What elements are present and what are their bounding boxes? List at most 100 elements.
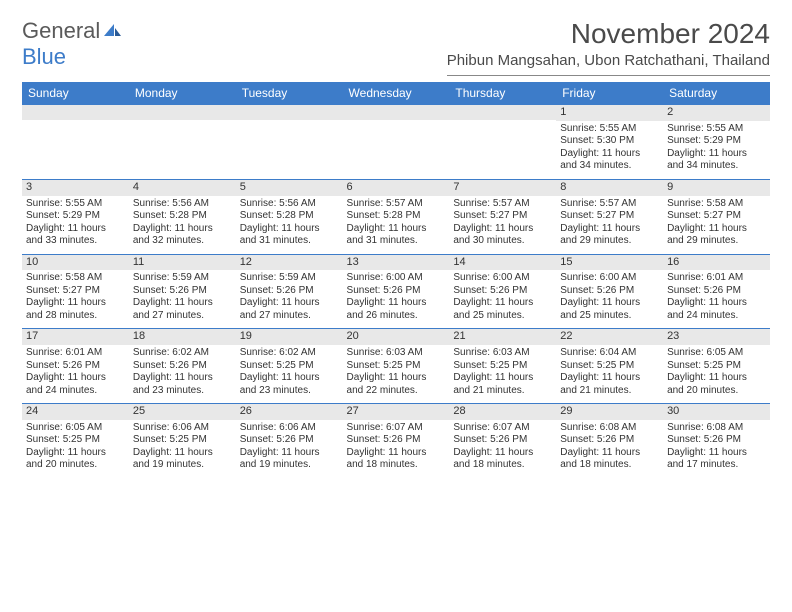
day-cell: 28 Sunrise: 6:07 AMSunset: 5:26 PMDayligh… <box>449 404 556 478</box>
weekday-header: Thursday <box>449 82 556 105</box>
daylight-line: Daylight: 11 hours and 34 minutes. <box>667 148 766 173</box>
empty-cell <box>22 105 129 180</box>
sunset-line: Sunset: 5:26 PM <box>667 434 766 447</box>
day-cell: 7Sunrise: 5:57 AMSunset: 5:27 PMDaylight… <box>449 179 556 254</box>
daylight-line: Daylight: 11 hours and 25 minutes. <box>453 297 552 322</box>
sunset-line: Sunset: 5:26 PM <box>347 434 446 447</box>
daylight-line: Daylight: 11 hours and 23 minutes. <box>133 372 232 397</box>
month-title: November 2024 <box>447 18 770 50</box>
sunrise-line: Sunrise: 6:04 AM <box>560 347 659 360</box>
sunrise-line: Sunrise: 5:55 AM <box>560 123 659 136</box>
day-cell: 1Sunrise: 5:55 AMSunset: 5:30 PMDaylight… <box>556 105 663 180</box>
day-number: 3 <box>22 180 129 196</box>
day-cell: 23Sunrise: 6:05 AMSunset: 5:25 PMDayligh… <box>663 329 770 404</box>
day-number: 16 <box>663 255 770 271</box>
daylight-line: Daylight: 11 hours and 20 minutes. <box>667 372 766 397</box>
day-number: 28 <box>449 404 556 420</box>
sunset-line: Sunset: 5:29 PM <box>667 135 766 148</box>
daylight-line: Daylight: 11 hours and 17 minutes. <box>667 447 766 472</box>
calendar-page: General Blue November 2024 Phibun Mangsa… <box>0 0 792 496</box>
daylight-line: Daylight: 11 hours and 18 minutes. <box>347 447 446 472</box>
calendar-row: 1Sunrise: 5:55 AMSunset: 5:30 PMDaylight… <box>22 105 770 180</box>
empty-daynum <box>343 105 450 121</box>
day-cell: 30Sunrise: 6:08 AMSunset: 5:26 PMDayligh… <box>663 404 770 478</box>
day-cell: 20Sunrise: 6:03 AMSunset: 5:25 PMDayligh… <box>343 329 450 404</box>
sunrise-line: Sunrise: 6:06 AM <box>240 422 339 435</box>
sunrise-line: Sunrise: 6:07 AM <box>453 422 552 435</box>
daylight-line: Daylight: 11 hours and 24 minutes. <box>667 297 766 322</box>
logo-sail-icon <box>102 22 122 43</box>
sunset-line: Sunset: 5:27 PM <box>26 285 125 298</box>
day-number: 18 <box>129 329 236 345</box>
sunrise-line: Sunrise: 5:56 AM <box>240 198 339 211</box>
day-number: 22 <box>556 329 663 345</box>
day-number: 2 <box>663 105 770 121</box>
daylight-line: Daylight: 11 hours and 19 minutes. <box>240 447 339 472</box>
day-number: 8 <box>556 180 663 196</box>
day-cell: 3Sunrise: 5:55 AMSunset: 5:29 PMDaylight… <box>22 179 129 254</box>
day-cell: 8Sunrise: 5:57 AMSunset: 5:27 PMDaylight… <box>556 179 663 254</box>
day-number: 13 <box>343 255 450 271</box>
sunrise-line: Sunrise: 6:07 AM <box>347 422 446 435</box>
sunset-line: Sunset: 5:25 PM <box>240 360 339 373</box>
title-rule <box>447 75 770 76</box>
logo-general: General <box>22 18 100 43</box>
day-cell: 19Sunrise: 6:02 AMSunset: 5:25 PMDayligh… <box>236 329 343 404</box>
sunrise-line: Sunrise: 6:01 AM <box>26 347 125 360</box>
weekday-header: Tuesday <box>236 82 343 105</box>
empty-cell <box>236 105 343 180</box>
day-number: 21 <box>449 329 556 345</box>
day-cell: 25Sunrise: 6:06 AMSunset: 5:25 PMDayligh… <box>129 404 236 478</box>
sunrise-line: Sunrise: 6:08 AM <box>560 422 659 435</box>
day-cell: 18Sunrise: 6:02 AMSunset: 5:26 PMDayligh… <box>129 329 236 404</box>
day-cell: 17Sunrise: 6:01 AMSunset: 5:26 PMDayligh… <box>22 329 129 404</box>
logo-blue: Blue <box>22 44 66 69</box>
sunrise-line: Sunrise: 6:00 AM <box>453 272 552 285</box>
daylight-line: Daylight: 11 hours and 27 minutes. <box>240 297 339 322</box>
sunset-line: Sunset: 5:28 PM <box>347 210 446 223</box>
day-number: 15 <box>556 255 663 271</box>
sunrise-line: Sunrise: 6:03 AM <box>347 347 446 360</box>
sunset-line: Sunset: 5:27 PM <box>667 210 766 223</box>
weekday-header: Saturday <box>663 82 770 105</box>
sunset-line: Sunset: 5:25 PM <box>26 434 125 447</box>
daylight-line: Daylight: 11 hours and 20 minutes. <box>26 447 125 472</box>
day-number: 6 <box>343 180 450 196</box>
sunrise-line: Sunrise: 5:58 AM <box>667 198 766 211</box>
daylight-line: Daylight: 11 hours and 19 minutes. <box>133 447 232 472</box>
daylight-line: Daylight: 11 hours and 18 minutes. <box>560 447 659 472</box>
day-cell: 21Sunrise: 6:03 AMSunset: 5:25 PMDayligh… <box>449 329 556 404</box>
empty-daynum <box>236 105 343 121</box>
day-number: 20 <box>343 329 450 345</box>
day-cell: 15Sunrise: 6:00 AMSunset: 5:26 PMDayligh… <box>556 254 663 329</box>
calendar-row: 10Sunrise: 5:58 AMSunset: 5:27 PMDayligh… <box>22 254 770 329</box>
daylight-line: Daylight: 11 hours and 18 minutes. <box>453 447 552 472</box>
sunset-line: Sunset: 5:26 PM <box>453 434 552 447</box>
sunrise-line: Sunrise: 6:05 AM <box>667 347 766 360</box>
daylight-line: Daylight: 11 hours and 24 minutes. <box>26 372 125 397</box>
sunset-line: Sunset: 5:25 PM <box>133 434 232 447</box>
empty-cell <box>129 105 236 180</box>
logo-text: General Blue <box>22 18 122 70</box>
daylight-line: Daylight: 11 hours and 31 minutes. <box>347 223 446 248</box>
sunrise-line: Sunrise: 6:00 AM <box>560 272 659 285</box>
weekday-header: Sunday <box>22 82 129 105</box>
day-number: 26 <box>236 404 343 420</box>
calendar-row: 24Sunrise: 6:05 AMSunset: 5:25 PMDayligh… <box>22 404 770 478</box>
day-number: 12 <box>236 255 343 271</box>
sunset-line: Sunset: 5:25 PM <box>347 360 446 373</box>
sunrise-line: Sunrise: 6:02 AM <box>240 347 339 360</box>
sunrise-line: Sunrise: 5:57 AM <box>453 198 552 211</box>
sunset-line: Sunset: 5:30 PM <box>560 135 659 148</box>
day-cell: 24Sunrise: 6:05 AMSunset: 5:25 PMDayligh… <box>22 404 129 478</box>
daylight-line: Daylight: 11 hours and 29 minutes. <box>560 223 659 248</box>
day-number: 5 <box>236 180 343 196</box>
sunrise-line: Sunrise: 6:01 AM <box>667 272 766 285</box>
sunset-line: Sunset: 5:27 PM <box>560 210 659 223</box>
day-number: 14 <box>449 255 556 271</box>
weekday-header: Monday <box>129 82 236 105</box>
day-number: 27 <box>343 404 450 420</box>
day-number: 24 <box>22 404 129 420</box>
sunrise-line: Sunrise: 5:56 AM <box>133 198 232 211</box>
day-cell: 27 Sunrise: 6:07 AMSunset: 5:26 PMDayligh… <box>343 404 450 478</box>
